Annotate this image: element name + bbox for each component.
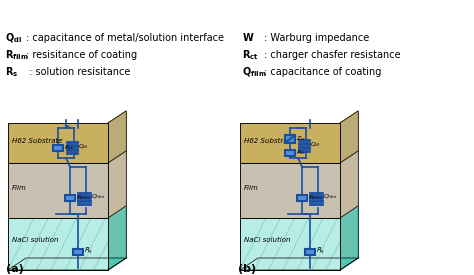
Bar bbox=[8, 123, 108, 163]
Text: H62 Substrate: H62 Substrate bbox=[12, 138, 63, 144]
Bar bbox=[8, 218, 108, 270]
Text: Film: Film bbox=[244, 186, 259, 191]
Text: : solution resisitance: : solution resisitance bbox=[26, 67, 130, 77]
Text: Film: Film bbox=[12, 186, 27, 191]
Polygon shape bbox=[340, 111, 358, 163]
Text: $Q_{film}$: $Q_{film}$ bbox=[323, 192, 338, 201]
Text: : resisitance of coating: : resisitance of coating bbox=[26, 50, 137, 60]
Text: H62 Substrate: H62 Substrate bbox=[244, 138, 294, 144]
Text: : charger chasfer resistance: : charger chasfer resistance bbox=[264, 50, 401, 60]
Bar bbox=[8, 166, 108, 218]
Bar bbox=[240, 163, 340, 218]
Text: $\mathbf{R_{ct}}$: $\mathbf{R_{ct}}$ bbox=[242, 48, 259, 62]
Bar bbox=[240, 166, 340, 218]
Bar bbox=[305, 249, 315, 255]
Text: NaCl solution: NaCl solution bbox=[244, 237, 291, 243]
Bar bbox=[240, 123, 340, 163]
Bar bbox=[285, 135, 295, 143]
Bar bbox=[8, 163, 108, 218]
Polygon shape bbox=[340, 151, 358, 218]
Polygon shape bbox=[108, 151, 126, 218]
Text: $Q_{dl}$: $Q_{dl}$ bbox=[310, 140, 321, 149]
Text: $R_{ct}$: $R_{ct}$ bbox=[64, 143, 74, 152]
Text: $R_{film}$: $R_{film}$ bbox=[76, 193, 90, 202]
Text: $R_{ct}$: $R_{ct}$ bbox=[296, 148, 307, 157]
Text: : capacitance of coating: : capacitance of coating bbox=[264, 67, 382, 77]
Text: $\mathbf{W}$: $\mathbf{W}$ bbox=[242, 31, 255, 43]
Polygon shape bbox=[8, 258, 126, 270]
Polygon shape bbox=[108, 206, 126, 270]
Text: $R_s$: $R_s$ bbox=[84, 246, 93, 256]
Bar bbox=[297, 195, 307, 201]
Bar bbox=[73, 249, 83, 255]
Text: $\mathbf{Q_{dl}}$: $\mathbf{Q_{dl}}$ bbox=[5, 31, 22, 45]
Polygon shape bbox=[108, 111, 126, 163]
Text: $\mathbf{R_{film}}$: $\mathbf{R_{film}}$ bbox=[5, 48, 29, 62]
Bar bbox=[65, 195, 75, 201]
Text: NaCl solution: NaCl solution bbox=[12, 237, 58, 243]
Text: $R_s$: $R_s$ bbox=[316, 246, 325, 256]
Text: (a): (a) bbox=[6, 264, 24, 274]
Bar bbox=[285, 150, 295, 156]
Text: (b): (b) bbox=[238, 264, 256, 274]
Text: $Z_w$: $Z_w$ bbox=[296, 134, 306, 143]
Polygon shape bbox=[340, 206, 358, 270]
Text: : Warburg impedance: : Warburg impedance bbox=[264, 33, 369, 43]
Text: $Q_{film}$: $Q_{film}$ bbox=[91, 192, 106, 201]
Bar bbox=[53, 145, 63, 151]
Text: : capacitance of metal/solution interface: : capacitance of metal/solution interfac… bbox=[26, 33, 224, 43]
Text: $Q_{dl}$: $Q_{dl}$ bbox=[78, 142, 89, 151]
Polygon shape bbox=[240, 258, 358, 270]
Bar bbox=[240, 218, 340, 270]
Text: $R_{film}$: $R_{film}$ bbox=[308, 193, 322, 202]
Text: $\mathbf{R_s}$: $\mathbf{R_s}$ bbox=[5, 65, 18, 79]
Text: $\mathbf{Q_{film}}$: $\mathbf{Q_{film}}$ bbox=[242, 65, 266, 79]
